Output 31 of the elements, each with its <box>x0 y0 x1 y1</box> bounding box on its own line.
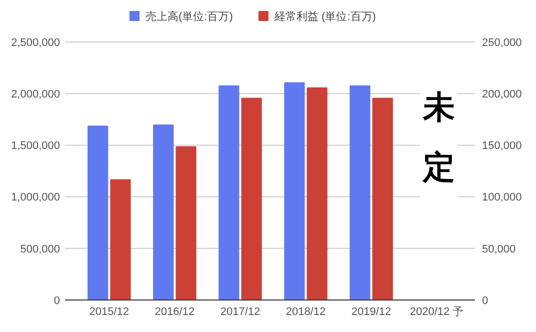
y-tick-label: 500,000 <box>20 243 60 256</box>
x-tick-label: 2020/12 予 <box>410 306 464 318</box>
bar <box>110 179 131 300</box>
bar <box>372 98 393 300</box>
y2-tick-label: 50,000 <box>482 243 516 256</box>
bar <box>153 124 174 300</box>
bar <box>241 98 262 300</box>
y-tick-label: 1,000,000 <box>11 192 60 204</box>
legend-label: 経常利益 (単位:百万) <box>274 10 376 23</box>
x-tick-label: 2016/12 <box>154 306 195 318</box>
bar <box>306 87 328 300</box>
y2-tick-label: 0 <box>482 294 488 307</box>
y-tick-label: 1,500,000 <box>11 140 60 152</box>
y2-tick-label: 200,000 <box>482 88 522 100</box>
bar <box>350 85 370 300</box>
bar <box>284 82 305 300</box>
bar <box>176 146 196 300</box>
legend-label: 売上高(単位:百万) <box>146 10 233 23</box>
bar <box>88 126 108 300</box>
annotation: 未定 <box>422 89 455 185</box>
x-tick-label: 2018/12 <box>286 306 326 318</box>
x-tick-label: 2015/12 <box>89 306 130 318</box>
y2-tick-label: 100,000 <box>482 192 522 204</box>
bar <box>218 85 240 300</box>
y2-tick-label: 150,000 <box>482 140 522 152</box>
y2-tick-label: 250,000 <box>482 36 522 49</box>
y-tick-label: 2,000,000 <box>11 88 60 100</box>
x-tick-label: 2019/12 <box>351 306 392 318</box>
y-tick-label: 2,500,000 <box>11 36 60 49</box>
y-tick-label: 0 <box>54 294 60 307</box>
x-tick-label: 2017/12 <box>220 306 260 318</box>
